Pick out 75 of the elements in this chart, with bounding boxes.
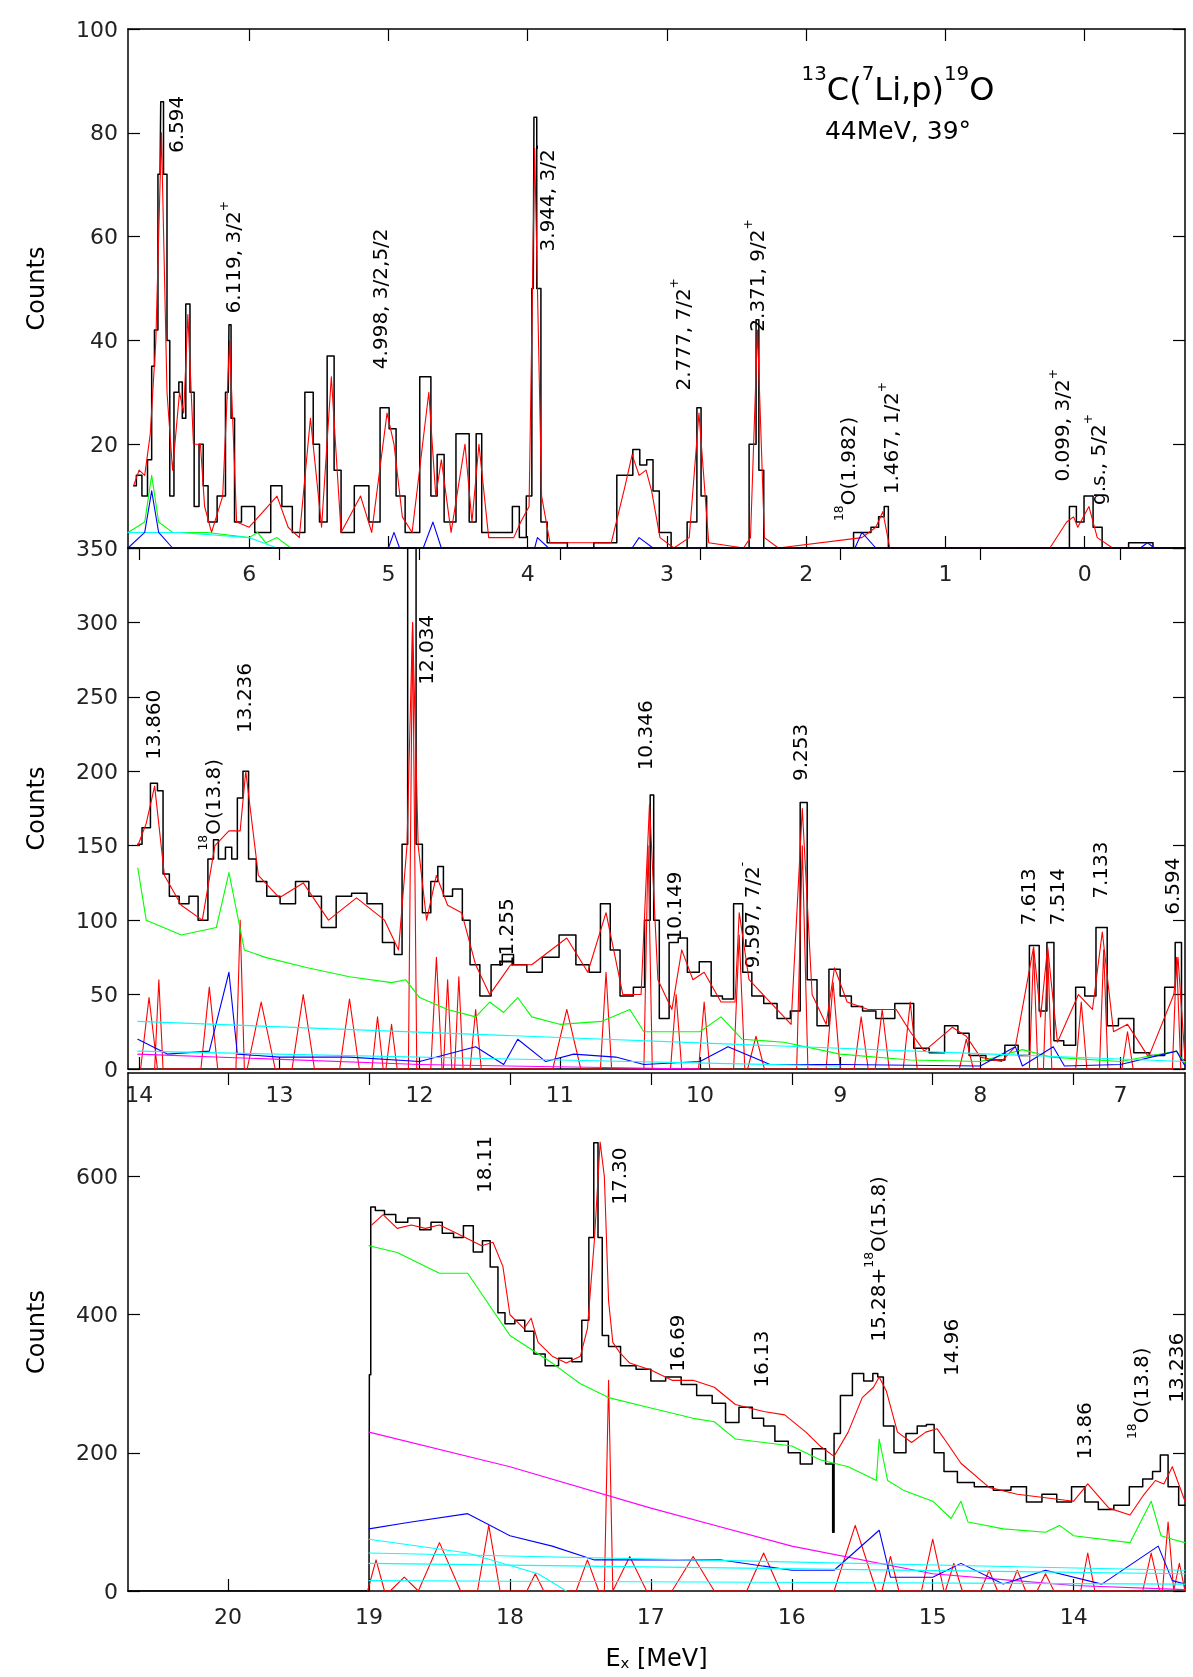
x-tick-label: 2 bbox=[799, 560, 814, 586]
y-tick-label: 300 bbox=[76, 609, 118, 635]
annotation: 13.86 bbox=[1071, 1402, 1096, 1460]
y-tick-label: 0 bbox=[104, 1578, 118, 1604]
annotation: 7.133 bbox=[1087, 841, 1112, 899]
annotation: 2.777, 7/2+ bbox=[665, 277, 696, 391]
text: 44MeV, 39° bbox=[824, 116, 972, 146]
annotation: 6.594 bbox=[164, 95, 189, 153]
annotation: 18O(1.982) bbox=[830, 416, 861, 522]
x-tick-label: 0 bbox=[1077, 560, 1092, 586]
y-tick-label: 350 bbox=[76, 535, 118, 561]
annotation: g.s., 5/2+ bbox=[1080, 413, 1110, 506]
y-tick-label: 200 bbox=[76, 758, 118, 784]
annotation: 0.099, 3/2+ bbox=[1044, 368, 1075, 482]
x-tick-label: 16 bbox=[777, 1603, 806, 1629]
annotation: 15.28+18O(15.8) bbox=[860, 1176, 891, 1342]
y-tick-label: 40 bbox=[90, 327, 118, 353]
annotation: 16.69 bbox=[665, 1314, 690, 1372]
x-tick-label: 9 bbox=[833, 1081, 848, 1107]
y-tick-label: 100 bbox=[76, 907, 118, 933]
x-tick-label: 15 bbox=[918, 1603, 947, 1629]
annotation: 18O(13.8) bbox=[1123, 1347, 1154, 1440]
annotation: 18.11 bbox=[472, 1135, 497, 1193]
annotation: 17.30 bbox=[607, 1147, 632, 1205]
y-tick-label: 80 bbox=[90, 120, 118, 146]
annotation: 13.860 bbox=[140, 689, 165, 760]
x-tick-label: 8 bbox=[973, 1081, 988, 1107]
y-tick-label: 20 bbox=[90, 431, 118, 457]
x-tick-label: 6 bbox=[242, 560, 257, 586]
y-tick-label: 100 bbox=[76, 16, 118, 42]
annotation: 7.514 bbox=[1044, 868, 1069, 926]
annotation: 18O(13.8) bbox=[195, 758, 225, 851]
annotation: 3.944, 3/2- bbox=[529, 144, 559, 252]
x-tick-label: 12 bbox=[405, 1081, 434, 1107]
y-axis-title: Counts bbox=[22, 1290, 50, 1374]
annotation: 12.034 bbox=[413, 614, 438, 685]
x-tick-label: 14 bbox=[1059, 1603, 1088, 1629]
y-tick-label: 200 bbox=[76, 1440, 118, 1466]
annotation: 9.597, 7/2- bbox=[734, 861, 764, 969]
annotation: 1.467, 1/2+ bbox=[873, 381, 904, 495]
y-tick-label: 0 bbox=[104, 1056, 118, 1082]
annotation: 9.253 bbox=[788, 723, 813, 782]
x-tick-label: 20 bbox=[214, 1603, 243, 1629]
annotation: 10.346 bbox=[632, 700, 657, 771]
x-axis-title: Ex [MeV] bbox=[605, 1644, 708, 1673]
y-axis-title: Counts bbox=[22, 246, 50, 331]
annotation: 6.594 bbox=[1160, 857, 1185, 915]
annotation: 11.255 bbox=[493, 898, 518, 969]
y-tick-label: 60 bbox=[90, 224, 118, 250]
y-axis-title: Counts bbox=[22, 766, 50, 851]
annotation: 6.119, 3/2+ bbox=[215, 200, 246, 314]
x-tick-label: 7 bbox=[1113, 1081, 1128, 1107]
x-tick-label: 17 bbox=[636, 1603, 665, 1629]
x-tick-label: 13 bbox=[265, 1081, 294, 1107]
x-tick-label: 11 bbox=[545, 1081, 574, 1107]
x-tick-label: 10 bbox=[685, 1081, 714, 1107]
y-tick-label: 400 bbox=[76, 1302, 118, 1328]
annotation: 7.613 bbox=[1016, 868, 1041, 926]
y-tick-label: 150 bbox=[76, 833, 118, 859]
x-tick-label: 3 bbox=[659, 560, 674, 586]
y-tick-label: 50 bbox=[90, 982, 118, 1008]
y-tick-label: 600 bbox=[76, 1164, 118, 1190]
annotation: 4.998, 3/2,5/2 bbox=[367, 228, 392, 370]
x-tick-label: 4 bbox=[520, 560, 535, 586]
x-tick-label: 18 bbox=[495, 1603, 524, 1629]
x-tick-label: 19 bbox=[355, 1603, 383, 1629]
annotation: 14.96 bbox=[938, 1318, 963, 1376]
annotation: 10.149 bbox=[661, 871, 686, 942]
x-tick-label: 1 bbox=[938, 560, 953, 586]
y-tick-label: 250 bbox=[76, 684, 118, 710]
annotation: 2.371, 9/2+ bbox=[739, 219, 770, 332]
annotation: 13.236 bbox=[1163, 1332, 1188, 1403]
x-tick-label: 5 bbox=[381, 560, 396, 586]
annotation: 13.236 bbox=[231, 662, 256, 733]
annotation: 16.13 bbox=[748, 1330, 773, 1388]
